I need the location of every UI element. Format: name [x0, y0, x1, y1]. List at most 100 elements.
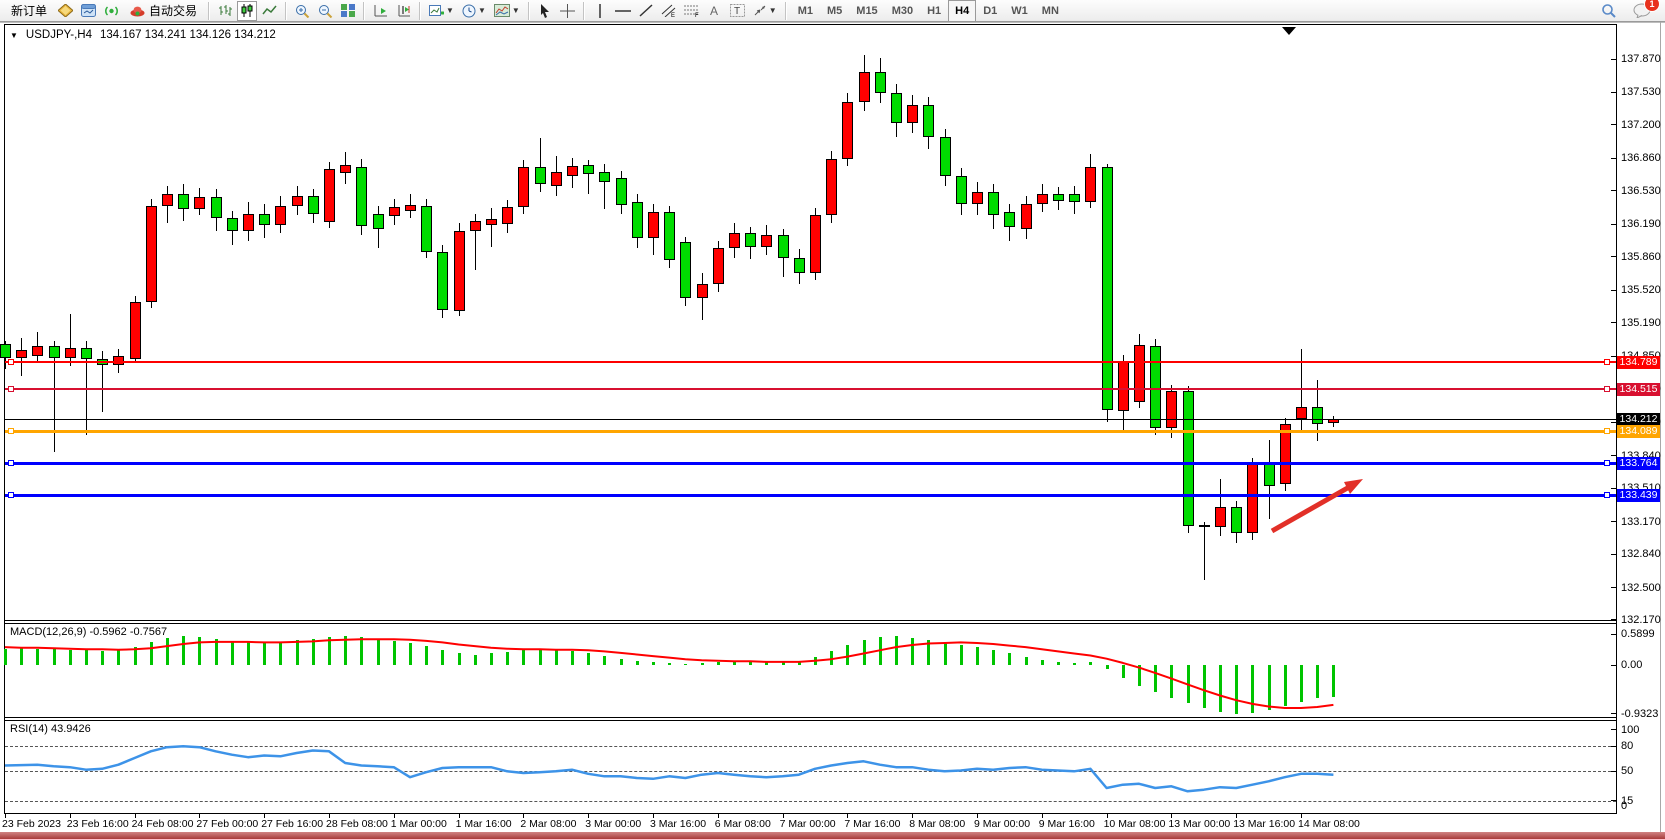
equidistant-channel-tool[interactable]: E [658, 1, 679, 21]
timeframe-button-w1[interactable]: W1 [1011, 4, 1028, 17]
time-label: 9 Mar 00:00 [974, 818, 1031, 830]
crosshair-button[interactable] [557, 1, 578, 21]
zoom-in-button[interactable] [292, 1, 313, 21]
hline-134.515[interactable] [5, 388, 1616, 391]
timeframe-button-m1[interactable]: M1 [797, 4, 813, 17]
hline-handle[interactable] [8, 386, 14, 393]
candle-body [534, 167, 546, 184]
macd-histogram-bar [538, 649, 542, 665]
tile-windows-button[interactable] [338, 1, 358, 21]
auto-trading-button[interactable]: 自动交易 [124, 1, 203, 21]
timeframe-button-mn[interactable]: MN [1041, 4, 1059, 17]
macd-histogram-bar [571, 651, 574, 665]
hline-133.439[interactable] [5, 493, 1616, 497]
hline-handle[interactable] [1604, 492, 1610, 499]
auto-scroll-button[interactable] [370, 1, 391, 21]
macd-histogram-bar [101, 650, 105, 665]
line-chart-button[interactable] [259, 1, 280, 21]
timeframe-button-h1[interactable]: H1 [927, 4, 942, 17]
macd-histogram-bar [976, 647, 979, 665]
macd-histogram-bar [603, 656, 607, 665]
text-tool[interactable]: A [705, 1, 725, 21]
time-label: 28 Feb 08:00 [326, 818, 388, 830]
price-tick-label: 132.840 [1621, 548, 1661, 561]
price-flag-133.439: 133.439 [1617, 488, 1660, 502]
hline-134.212[interactable] [5, 418, 1616, 420]
notifications-button[interactable]: 1 [1630, 0, 1660, 21]
macd-histogram-bar [409, 642, 412, 665]
hline-134.789[interactable] [5, 361, 1616, 364]
hline-handle[interactable] [8, 460, 14, 467]
macd-axis-label: 0.5899 [1621, 628, 1655, 641]
macd-histogram-bar [1040, 659, 1044, 665]
bar-chart-icon [219, 5, 233, 16]
hline-handle[interactable] [1604, 386, 1610, 393]
candle-body [907, 105, 919, 123]
vertical-line-tool[interactable] [590, 1, 610, 21]
chart-shift-marker-icon[interactable] [1282, 27, 1296, 35]
macd-histogram-bar [68, 649, 72, 665]
timeframe-button-m15[interactable]: M15 [856, 4, 878, 17]
search-button[interactable] [1598, 1, 1620, 21]
rsi-level-line [5, 771, 1616, 773]
candle-body [583, 165, 595, 175]
price-tick-dash [1611, 421, 1617, 423]
hline-handle[interactable] [8, 428, 14, 435]
hline-handle[interactable] [1604, 460, 1610, 467]
rsi-level-line [5, 746, 1616, 748]
macd-histogram-bar [765, 661, 769, 665]
time-tick-dash [1301, 814, 1302, 818]
macd-panel-top-border [4, 623, 1617, 624]
macd-histogram-bar [652, 662, 655, 665]
data-window-icon[interactable] [78, 1, 99, 21]
candle-body [81, 348, 92, 360]
hline-handle[interactable] [1604, 359, 1610, 366]
bar-chart-button[interactable] [215, 1, 235, 21]
fibonacci-tool[interactable]: F [681, 1, 703, 21]
text-label-icon: T [729, 4, 745, 17]
candle-body [1036, 193, 1048, 204]
svg-text:T: T [734, 6, 740, 17]
candle-body [615, 178, 627, 205]
timeframe-button-h4[interactable]: H4 [948, 0, 977, 22]
window-border [0, 22, 1665, 23]
main-toolbar: 新订单 自动交易 [0, 0, 1665, 22]
zoom-out-button[interactable] [315, 1, 336, 21]
timeframe-button-m5[interactable]: M5 [827, 4, 843, 17]
macd-histogram-bar [1089, 662, 1093, 665]
trendline-tool[interactable] [636, 1, 656, 21]
macd-histogram-bar [862, 639, 866, 665]
hline-handle[interactable] [1604, 428, 1610, 435]
candle-body [567, 166, 578, 177]
macd-histogram-bar [1154, 665, 1158, 693]
new-chart-dropdown[interactable]: ▼ [426, 1, 457, 21]
period-dropdown[interactable]: ▼ [459, 1, 489, 21]
chart-shift-button[interactable] [393, 1, 414, 21]
terminal-icon[interactable] [101, 1, 122, 21]
price-flag-134.515: 134.515 [1617, 382, 1660, 396]
hline-133.764[interactable] [5, 461, 1616, 465]
macd-histogram-bar [700, 663, 704, 665]
shapes-dropdown[interactable]: ▼ [750, 1, 780, 21]
template-dropdown[interactable]: ▼ [491, 1, 523, 21]
text-label-tool[interactable]: T [727, 1, 748, 21]
price-tick-dash [1611, 223, 1617, 225]
cursor-button[interactable] [535, 1, 555, 21]
market-watch-icon[interactable] [55, 1, 76, 21]
macd-axis-dash [1611, 664, 1617, 666]
cursor-icon [540, 3, 549, 18]
hline-handle[interactable] [8, 492, 14, 499]
chart-ohlc-values: 134.167 134.241 134.126 134.212 [99, 29, 276, 41]
time-label: 27 Feb 00:00 [196, 818, 259, 830]
hline-handle[interactable] [8, 359, 14, 366]
timeframe-button-m30[interactable]: M30 [891, 4, 914, 17]
price-tick-dash [1611, 256, 1617, 258]
horizontal-line-tool[interactable] [612, 1, 634, 21]
new-order-button[interactable]: 新订单 [5, 1, 53, 21]
hline-134.089[interactable] [5, 429, 1616, 433]
time-label: 7 Mar 00:00 [779, 818, 836, 830]
candlestick-chart-button[interactable] [237, 0, 258, 21]
channel-icon: E [661, 4, 676, 17]
timeframe-button-d1[interactable]: D1 [983, 4, 998, 17]
chart-menu-triangle-icon[interactable]: ▼ [10, 30, 18, 40]
